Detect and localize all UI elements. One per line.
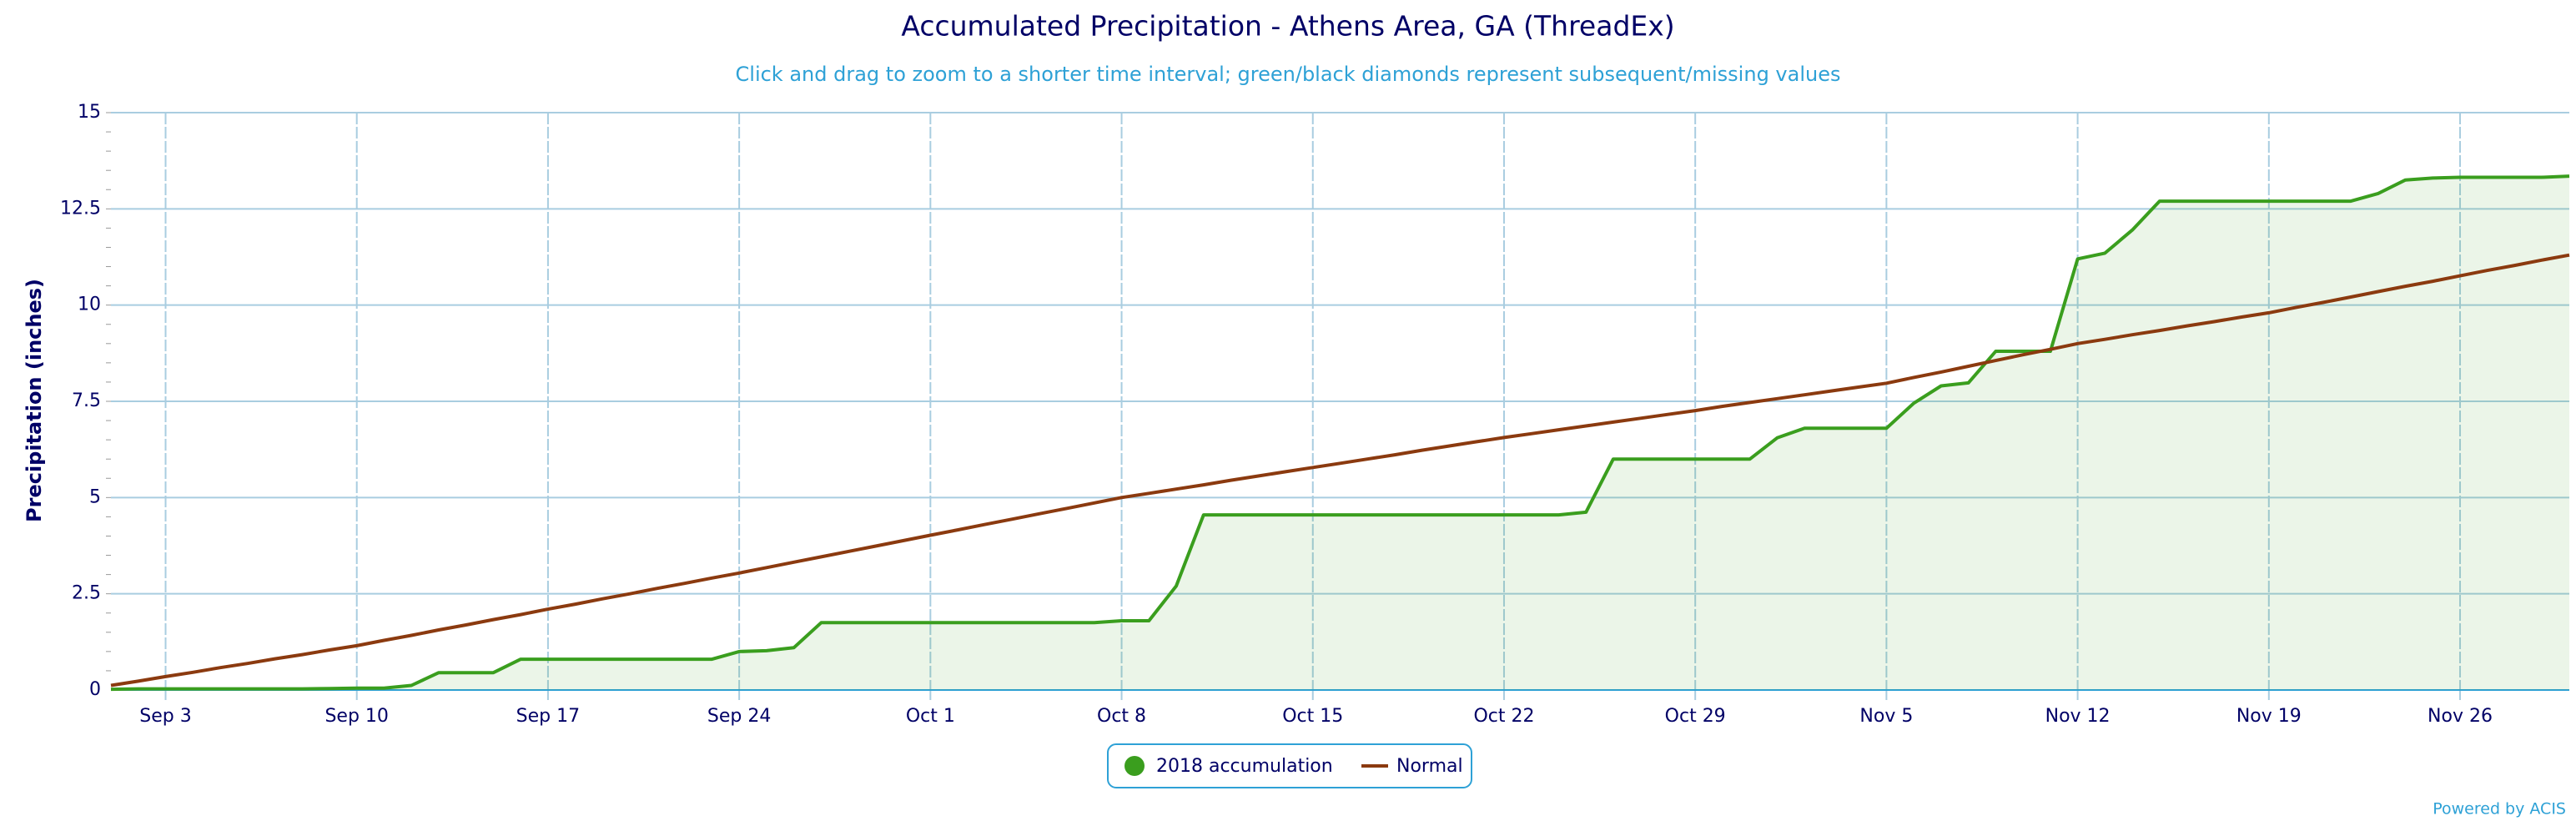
line xyxy=(110,253,2570,688)
chart-subtitle: Click and drag to zoom to a shorter time… xyxy=(736,63,1841,86)
x-tick-label: Oct 22 xyxy=(1473,706,1534,727)
area xyxy=(111,176,2569,691)
x-tick-label: Oct 29 xyxy=(1665,706,1726,727)
x-tick-label: Oct 1 xyxy=(906,706,955,727)
x-tick-label: Nov 5 xyxy=(1859,706,1913,727)
y-tick-label: 7.5 xyxy=(72,390,101,411)
chart-title: Accumulated Precipitation - Athens Area,… xyxy=(901,10,1674,43)
y-tick-label: 2.5 xyxy=(72,583,101,604)
y-axis-label: Precipitation (inches) xyxy=(23,279,46,522)
line xyxy=(110,174,2570,692)
y-tick-label: 5 xyxy=(89,486,101,507)
x-tick-label: Oct 8 xyxy=(1097,706,1146,727)
credit: Powered by ACIS xyxy=(2433,800,2566,818)
y-tick-label: 12.5 xyxy=(60,198,101,219)
x-tick-label: Sep 24 xyxy=(707,706,771,727)
x-tick-label: Sep 3 xyxy=(139,706,191,727)
x-tick-label: Sep 17 xyxy=(516,706,580,727)
y-tick-label: 0 xyxy=(89,679,101,700)
y-tick-label: 10 xyxy=(78,295,101,315)
x-tick-label: Nov 26 xyxy=(2428,706,2493,727)
x-tick-label: Nov 12 xyxy=(2045,706,2111,727)
legend-label[interactable]: Normal xyxy=(1396,756,1463,777)
x-tick-label: Sep 10 xyxy=(325,706,388,727)
legend-label[interactable]: 2018 accumulation xyxy=(1156,756,1333,777)
legend-box xyxy=(1107,743,1472,788)
legend: 2018 accumulation Normal xyxy=(1107,743,1472,788)
y-tick-label: 15 xyxy=(78,102,101,123)
legend-symbol[interactable] xyxy=(1124,756,1145,776)
x-tick-label: Nov 19 xyxy=(2236,706,2302,727)
x-tick-label: Oct 15 xyxy=(1282,706,1343,727)
